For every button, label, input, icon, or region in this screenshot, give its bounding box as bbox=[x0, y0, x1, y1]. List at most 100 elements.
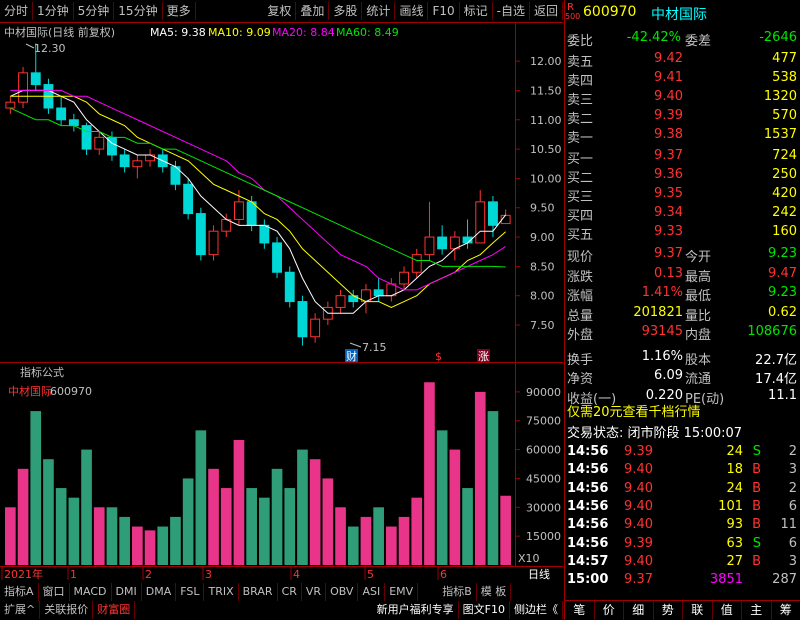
toolbar-button[interactable]: 画线 bbox=[395, 2, 429, 20]
indicator-tab[interactable]: BRAR bbox=[239, 583, 278, 601]
tick-side: B bbox=[752, 553, 761, 569]
order-book-row: 买二 9.36 250 bbox=[565, 166, 800, 186]
stat-row: 涨幅 1.41% 最低 9.23 bbox=[565, 284, 800, 304]
status-button[interactable]: 关联报价 bbox=[40, 601, 94, 619]
tick-count: 6 bbox=[788, 498, 797, 514]
tick-count: 287 bbox=[772, 572, 797, 588]
candle-body bbox=[488, 201, 498, 226]
tick-row: 14:56 9.39 63 S 6 bbox=[565, 535, 800, 554]
candle-body bbox=[437, 236, 448, 250]
axis-divider bbox=[515, 22, 516, 567]
period-tab[interactable]: 5分钟 bbox=[74, 2, 115, 20]
status-button[interactable]: 扩展^ bbox=[0, 601, 41, 619]
period-tab[interactable]: 更多 bbox=[163, 2, 196, 20]
toolbar-button[interactable]: 叠加 bbox=[296, 2, 330, 20]
candle-body bbox=[208, 230, 219, 256]
stat-row: 涨跌 0.13 最高 9.47 bbox=[565, 265, 800, 285]
level-label: 卖二 bbox=[567, 112, 594, 127]
indicator-tab[interactable]: 指标B bbox=[438, 583, 477, 601]
indicator-tab[interactable]: FSL bbox=[176, 583, 205, 601]
tick-volume: 63 bbox=[726, 535, 743, 551]
candle-body bbox=[5, 101, 16, 109]
volume-bar bbox=[436, 430, 448, 565]
indicator-tab[interactable]: DMA bbox=[142, 583, 177, 601]
candle-body bbox=[259, 224, 270, 244]
period-tab[interactable]: 分时 bbox=[0, 2, 34, 20]
indicator-tab[interactable]: VR bbox=[302, 583, 327, 601]
tick-price: 9.40 bbox=[624, 480, 653, 496]
order-book-row: 卖四 9.41 538 bbox=[565, 69, 800, 89]
volume-bar bbox=[246, 488, 257, 565]
level-volume: 1537 bbox=[763, 127, 797, 142]
stat-value: 9.47 bbox=[768, 265, 797, 281]
tick-time: 14:57 bbox=[567, 553, 609, 569]
period-tab[interactable]: 15分钟 bbox=[114, 2, 163, 20]
status-button[interactable]: 财富圈 bbox=[93, 601, 136, 619]
ma-legend: MA5: 9.38 bbox=[150, 26, 206, 39]
status-button[interactable]: 图文F10 bbox=[459, 601, 510, 619]
promo-link[interactable]: 仅需20元查看千档行情 bbox=[567, 405, 701, 420]
indicator-tab[interactable]: 窗口 bbox=[39, 583, 70, 601]
indicator-tab[interactable]: 指标A bbox=[0, 583, 39, 601]
stat-label: 总量 bbox=[567, 308, 594, 324]
stat-label: 涨幅 bbox=[567, 289, 594, 304]
indicator-tab[interactable]: 模 板 bbox=[477, 583, 512, 601]
quote-tab[interactable]: 细 bbox=[624, 601, 654, 620]
quote-tab[interactable]: 联 bbox=[683, 601, 713, 620]
level-volume: 538 bbox=[772, 70, 797, 85]
toolbar-button[interactable]: 复权 bbox=[263, 2, 297, 20]
y-tick-label: 30000 bbox=[526, 501, 561, 514]
indicator-tab[interactable]: ASI bbox=[358, 583, 386, 601]
indicator-tab[interactable]: CR bbox=[278, 583, 302, 601]
candle-body bbox=[234, 201, 244, 220]
volume-bar bbox=[424, 382, 435, 565]
volume-bar bbox=[195, 430, 207, 565]
y-tick-label: 45000 bbox=[526, 472, 561, 485]
stat-label: 最高 bbox=[685, 269, 712, 285]
y-tick-label: 11.50 bbox=[530, 84, 562, 97]
indicator-tab[interactable]: OBV bbox=[326, 583, 359, 601]
period-tab[interactable]: 1分钟 bbox=[33, 2, 74, 20]
divider bbox=[0, 362, 563, 363]
indicator-tab[interactable]: EMV bbox=[385, 583, 419, 601]
status-button[interactable]: 侧边栏《 bbox=[510, 601, 563, 619]
quote-tab[interactable]: 势 bbox=[654, 601, 683, 620]
status-bar: 扩展^ 关联报价 财富圈 新用户福利专享 图文F10 侧边栏《 bbox=[0, 600, 563, 620]
candle-body bbox=[335, 295, 346, 308]
stat-label: 涨跌 bbox=[567, 269, 594, 285]
ma-legend: MA20: 8.84 bbox=[272, 26, 335, 39]
toolbar-button[interactable]: -自选 bbox=[493, 2, 530, 20]
tick-time: 14:56 bbox=[567, 517, 609, 533]
volume-bar bbox=[17, 468, 29, 565]
toolbar-button[interactable]: F10 bbox=[428, 2, 460, 20]
quote-tab[interactable]: 值 bbox=[713, 601, 742, 620]
toolbar-button[interactable]: 多股 bbox=[329, 2, 363, 20]
volume-bar bbox=[398, 516, 410, 565]
quote-tab[interactable]: 主 bbox=[742, 601, 772, 620]
indicator-tab[interactable]: TRIX bbox=[204, 583, 239, 601]
toolbar-button[interactable]: 标记 bbox=[460, 2, 493, 20]
event-marker-bg bbox=[345, 349, 358, 362]
stat-label: 量比 bbox=[685, 308, 712, 324]
toolbar-button[interactable]: 统计 bbox=[362, 2, 396, 20]
tick-side: B bbox=[752, 480, 761, 496]
candle-body bbox=[373, 289, 384, 297]
toolbar-button[interactable]: 返回 bbox=[530, 2, 563, 20]
candle-body bbox=[81, 125, 92, 150]
indicator-tab[interactable]: MACD bbox=[70, 583, 112, 601]
status-button[interactable]: 新用户福利专享 bbox=[373, 601, 459, 619]
chart-title: 中材国际(日线 前复权) bbox=[4, 25, 115, 39]
level-price: 9.39 bbox=[654, 108, 683, 123]
quote-tab[interactable]: 筹 bbox=[772, 601, 800, 620]
volume-bar bbox=[474, 391, 486, 565]
ratio-label: 委差 bbox=[685, 34, 712, 49]
event-marker: 财 bbox=[346, 349, 357, 363]
quote-tab[interactable]: 笔 bbox=[565, 601, 595, 620]
candle-body bbox=[195, 213, 206, 256]
ma-line bbox=[10, 89, 506, 291]
quote-tab[interactable]: 价 bbox=[595, 601, 624, 620]
y-tick-label: 9.00 bbox=[530, 231, 555, 244]
level-volume: 420 bbox=[772, 186, 797, 201]
volume-bar bbox=[157, 526, 169, 565]
indicator-tab[interactable]: DMI bbox=[112, 583, 142, 601]
